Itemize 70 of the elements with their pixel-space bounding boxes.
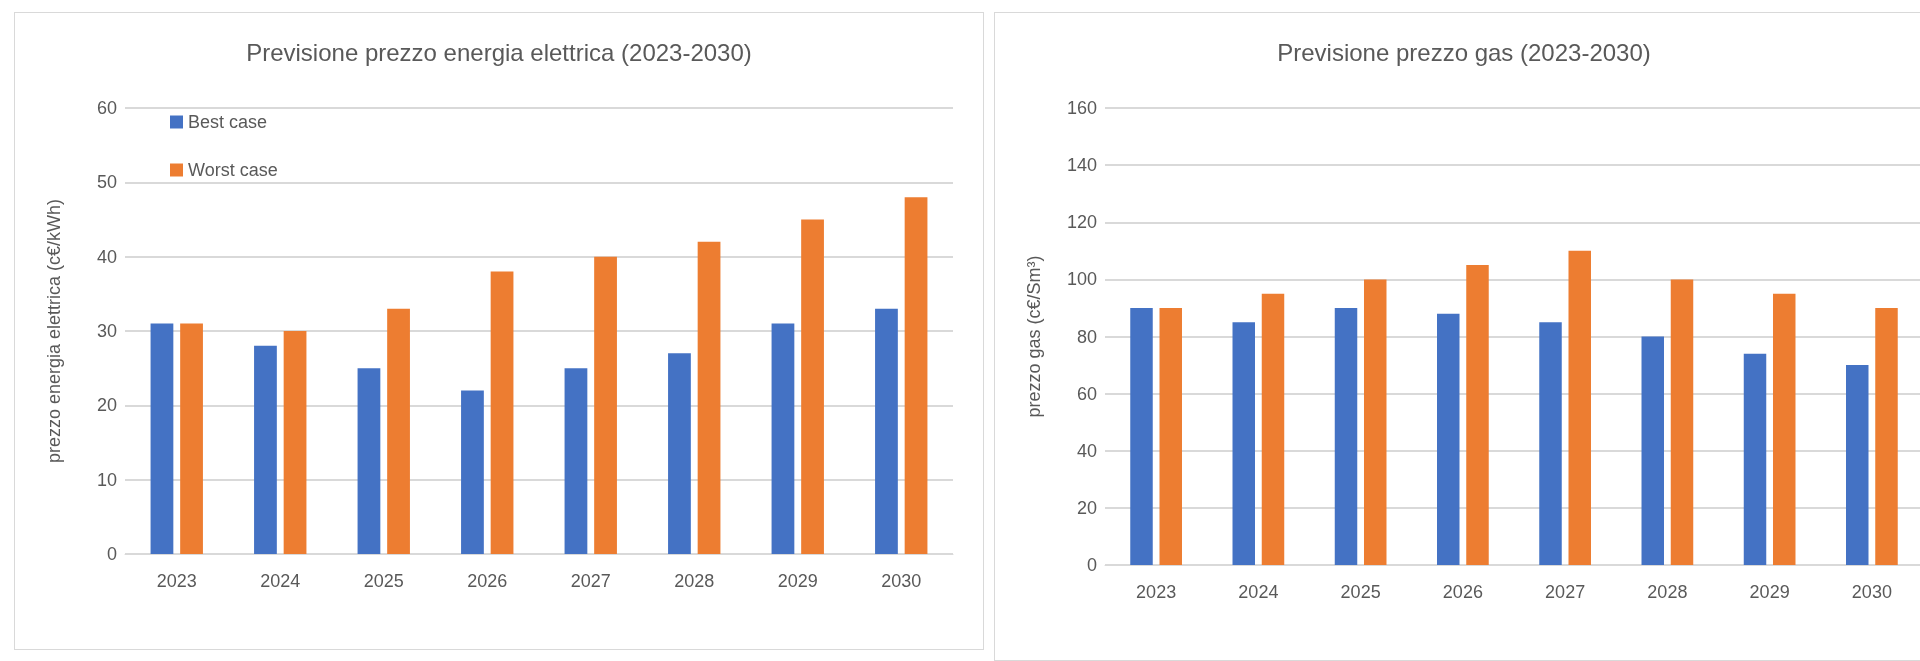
bar (875, 308, 898, 554)
x-tick-label: 2025 (1340, 582, 1381, 602)
bar (904, 197, 928, 554)
bar (1130, 307, 1153, 565)
x-tick-label: 2026 (1442, 582, 1483, 602)
y-tick-label: 60 (96, 98, 117, 118)
bar (1334, 307, 1358, 565)
bar (1875, 307, 1898, 565)
bar (1846, 365, 1869, 565)
y-tick-label: 140 (1066, 155, 1097, 176)
bar (1773, 293, 1796, 565)
x-tick-label: 2024 (260, 571, 301, 591)
y-tick-label: 10 (96, 469, 117, 490)
bar (564, 368, 588, 554)
y-tick-label: 0 (106, 544, 117, 564)
bar (357, 368, 381, 554)
bar (490, 271, 514, 554)
y-tick-label: 160 (1066, 98, 1097, 118)
y-tick-label: 120 (1066, 212, 1097, 233)
bar (150, 323, 174, 554)
bar (1261, 293, 1285, 565)
x-tick-label: 2024 (1238, 582, 1279, 602)
x-tick-label: 2027 (570, 571, 611, 591)
bar (1437, 313, 1460, 565)
bar (283, 331, 307, 554)
x-tick-label: 2029 (1749, 582, 1790, 602)
bar (1232, 322, 1255, 565)
x-tick-label: 2023 (156, 571, 197, 591)
bar (387, 308, 410, 554)
y-tick-label: 40 (1076, 440, 1097, 461)
bar (1364, 279, 1387, 565)
y-tick-label: 20 (1076, 497, 1097, 518)
bar (697, 241, 721, 554)
bar (1743, 353, 1767, 565)
y-tick-label: 0 (1086, 555, 1097, 575)
bar (1466, 265, 1489, 565)
chart-title: Previsione prezzo energia elettrica (2023-2030) (246, 38, 752, 66)
bar (594, 256, 617, 554)
y-tick-label: 40 (96, 246, 117, 267)
x-tick-label: 2025 (363, 571, 404, 591)
bar (254, 345, 277, 554)
y-axis-title: prezzo gas (c€/Sm³) (1024, 255, 1044, 418)
y-tick-label: 50 (96, 172, 117, 193)
x-tick-label: 2023 (1136, 582, 1177, 602)
x-tick-label: 2029 (777, 571, 818, 591)
legend-label: Worst case (188, 160, 278, 180)
bar (1159, 307, 1182, 565)
y-tick-label: 100 (1066, 269, 1097, 290)
y-tick-label: 80 (1076, 326, 1097, 347)
bar (1539, 322, 1562, 565)
legend-label: Best case (188, 112, 268, 132)
x-tick-label: 2028 (1647, 582, 1688, 602)
bar (1641, 336, 1664, 565)
bar (180, 323, 203, 554)
chart-title: Previsione prezzo gas (2023-2030) (1277, 38, 1651, 66)
bar (461, 390, 484, 554)
y-tick-label: 30 (96, 321, 117, 341)
y-tick-label: 20 (96, 395, 117, 416)
x-tick-label: 2026 (467, 571, 508, 591)
x-tick-label: 2027 (1545, 582, 1586, 602)
bar (1568, 250, 1591, 565)
x-tick-label: 2030 (881, 571, 922, 591)
bar (668, 353, 691, 554)
x-tick-label: 2028 (674, 571, 715, 591)
x-tick-label: 2030 (1851, 582, 1892, 602)
y-axis-title: prezzo energia elettrica (c€/kWh) (44, 198, 64, 464)
bar (771, 323, 795, 554)
bar (801, 219, 824, 554)
y-tick-label: 60 (1076, 383, 1097, 404)
bar (1670, 279, 1694, 565)
